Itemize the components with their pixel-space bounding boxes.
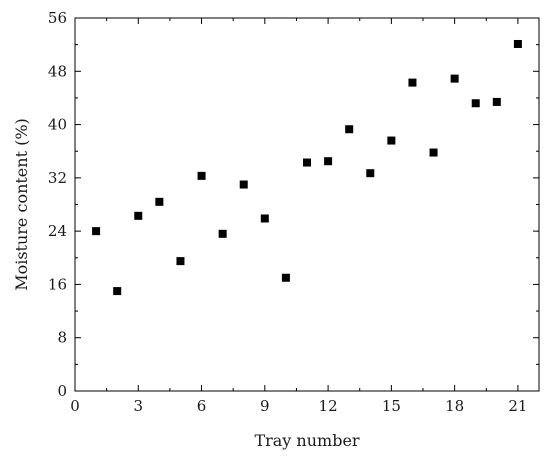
data-points <box>92 39 522 296</box>
data-point <box>134 211 143 220</box>
data-point <box>492 97 501 106</box>
x-tick-label: 15 <box>382 397 401 415</box>
y-tick-label: 32 <box>48 169 67 187</box>
y-tick-label: 8 <box>57 329 67 347</box>
y-tick-label: 16 <box>48 275 67 293</box>
data-point <box>239 180 248 189</box>
data-point <box>176 257 185 266</box>
data-point <box>471 99 480 108</box>
x-tick-label: 0 <box>70 397 80 415</box>
data-point <box>450 74 459 83</box>
y-tick-label: 24 <box>48 222 67 240</box>
x-tick-label: 21 <box>508 397 527 415</box>
data-point <box>429 148 438 157</box>
x-tick-label: 6 <box>197 397 207 415</box>
y-tick-label: 56 <box>48 9 67 27</box>
data-point <box>366 169 375 178</box>
y-axis-ticks: 0 8 16 24 32 40 48 56 <box>48 9 539 400</box>
data-point <box>513 39 522 48</box>
x-tick-label: 9 <box>260 397 270 415</box>
x-tick-label: 18 <box>445 397 464 415</box>
plot-frame <box>74 17 540 392</box>
data-point <box>155 197 164 206</box>
data-point <box>281 273 290 282</box>
y-tick-label: 0 <box>57 382 67 400</box>
data-point <box>324 157 333 166</box>
data-point <box>408 78 417 87</box>
data-point <box>387 136 396 145</box>
x-tick-label: 3 <box>133 397 143 415</box>
data-point <box>260 214 269 223</box>
data-point <box>345 125 354 134</box>
y-axis-title: Moisture content (%) <box>12 118 31 291</box>
y-tick-label: 40 <box>48 116 67 134</box>
data-point <box>197 171 206 180</box>
x-axis-ticks: 0 3 6 9 12 15 18 21 <box>70 18 527 415</box>
data-point <box>303 158 311 167</box>
data-point <box>218 229 227 238</box>
data-point <box>113 287 122 296</box>
x-tick-label: 12 <box>319 397 338 415</box>
x-axis-title: Tray number <box>254 431 359 450</box>
y-tick-label: 48 <box>48 62 67 80</box>
data-point <box>92 227 101 236</box>
